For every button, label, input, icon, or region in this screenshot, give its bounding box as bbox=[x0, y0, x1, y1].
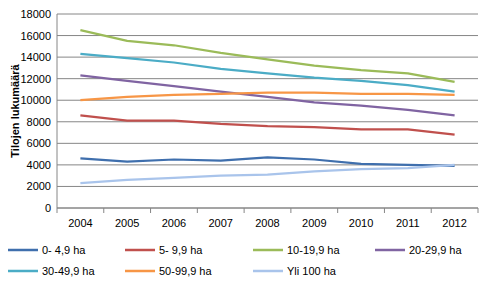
y-tick-label: 18000 bbox=[20, 8, 51, 20]
x-tick bbox=[150, 208, 151, 213]
x-tick bbox=[290, 208, 291, 213]
series-line bbox=[80, 93, 454, 101]
y-axis bbox=[57, 14, 58, 208]
x-tick bbox=[337, 208, 338, 213]
grid-line bbox=[57, 35, 478, 36]
y-tick-label: 16000 bbox=[20, 30, 51, 42]
legend-label: 50-99,9 ha bbox=[159, 265, 212, 277]
x-tick-label: 2011 bbox=[396, 217, 420, 229]
legend-label: Yli 100 ha bbox=[287, 265, 337, 277]
legend-label: 5- 9,9 ha bbox=[159, 244, 203, 256]
y-tick-label: 10000 bbox=[20, 94, 51, 106]
series-line bbox=[80, 115, 454, 134]
grid-line bbox=[57, 14, 478, 15]
legend-label: 10-19,9 ha bbox=[287, 244, 340, 256]
x-tick-label: 2012 bbox=[442, 217, 466, 229]
x-tick bbox=[57, 208, 58, 213]
x-tick-label: 2006 bbox=[162, 217, 186, 229]
legend-swatch bbox=[253, 249, 283, 252]
x-axis bbox=[57, 208, 478, 209]
grid-line bbox=[57, 100, 478, 101]
legend-label: 0- 4,9 ha bbox=[42, 244, 86, 256]
grid-line bbox=[57, 186, 478, 187]
x-tick-label: 2010 bbox=[349, 217, 373, 229]
legend-swatch bbox=[375, 249, 405, 252]
grid-line bbox=[57, 208, 478, 209]
x-tick-label: 2008 bbox=[255, 217, 279, 229]
legend-swatch bbox=[8, 270, 38, 273]
x-tick bbox=[103, 208, 104, 213]
y-axis-title: Tilojen lukumäärä bbox=[9, 63, 21, 157]
grid-line bbox=[57, 121, 478, 122]
y-tick-label: 6000 bbox=[27, 137, 51, 149]
plot-lines bbox=[80, 30, 454, 183]
grid-line bbox=[57, 143, 478, 144]
series-line bbox=[80, 75, 454, 115]
legend-label: 30-49,9 ha bbox=[42, 265, 95, 277]
legend-label: 20-29,9 ha bbox=[409, 244, 462, 256]
legend-swatch bbox=[125, 249, 155, 252]
legend-swatch bbox=[125, 270, 155, 273]
x-tick bbox=[244, 208, 245, 213]
legend-swatch bbox=[253, 270, 283, 273]
x-tick-label: 2004 bbox=[68, 217, 92, 229]
x-tick-label: 2005 bbox=[115, 217, 139, 229]
series-line bbox=[80, 54, 454, 92]
series-line bbox=[80, 165, 454, 183]
y-tick-label: 14000 bbox=[20, 51, 51, 63]
y-tick-label: 0 bbox=[45, 202, 51, 214]
legend-swatch bbox=[8, 249, 38, 252]
x-tick bbox=[431, 208, 432, 213]
chart: 0 2000 4000 6000 8000 10000 12000 14000 16000 180… bbox=[0, 0, 485, 284]
x-tick bbox=[478, 208, 479, 213]
y-tick-label: 12000 bbox=[20, 73, 51, 85]
y-tick-label: 4000 bbox=[27, 159, 51, 171]
y-tick-label: 2000 bbox=[27, 180, 51, 192]
x-tick-label: 2007 bbox=[208, 217, 232, 229]
x-tick-label: 2009 bbox=[302, 217, 326, 229]
y-tick-label: 8000 bbox=[27, 116, 51, 128]
x-tick bbox=[384, 208, 385, 213]
x-tick bbox=[197, 208, 198, 213]
series-line bbox=[80, 157, 454, 166]
